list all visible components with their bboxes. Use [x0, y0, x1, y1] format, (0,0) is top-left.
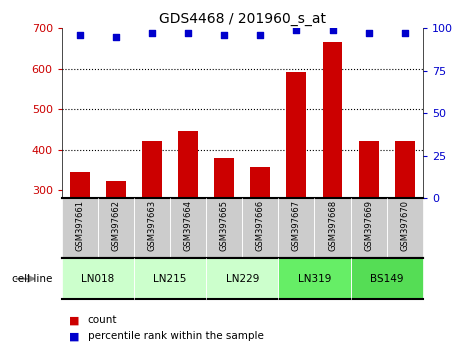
- Bar: [62, 258, 134, 299]
- Point: [112, 34, 120, 40]
- Bar: [351, 258, 423, 299]
- Point: [148, 30, 156, 36]
- Bar: [278, 198, 314, 258]
- Text: GSM397664: GSM397664: [184, 200, 192, 251]
- Text: count: count: [88, 315, 117, 325]
- Text: percentile rank within the sample: percentile rank within the sample: [88, 331, 264, 341]
- Text: GSM397667: GSM397667: [292, 200, 301, 251]
- Bar: [70, 172, 90, 198]
- Bar: [278, 258, 351, 299]
- Bar: [314, 198, 351, 258]
- Bar: [359, 141, 379, 198]
- Bar: [250, 167, 270, 198]
- Point: [401, 30, 408, 36]
- Bar: [387, 198, 423, 258]
- Text: GSM397665: GSM397665: [220, 200, 228, 251]
- Bar: [323, 42, 342, 198]
- Bar: [98, 198, 134, 258]
- Bar: [206, 258, 278, 299]
- Text: ■: ■: [69, 315, 79, 325]
- Bar: [106, 181, 126, 198]
- Bar: [351, 198, 387, 258]
- Point: [184, 30, 192, 36]
- Bar: [134, 258, 206, 299]
- Bar: [62, 198, 98, 258]
- Point: [76, 32, 84, 38]
- Title: GDS4468 / 201960_s_at: GDS4468 / 201960_s_at: [159, 12, 326, 26]
- Bar: [242, 198, 278, 258]
- Point: [329, 27, 336, 33]
- Bar: [214, 158, 234, 198]
- Point: [256, 32, 264, 38]
- Text: GSM397662: GSM397662: [112, 200, 120, 251]
- Bar: [286, 72, 306, 198]
- Text: LN018: LN018: [81, 274, 114, 284]
- Text: ■: ■: [69, 331, 79, 341]
- Point: [220, 32, 228, 38]
- Text: GSM397668: GSM397668: [328, 200, 337, 251]
- Text: LN319: LN319: [298, 274, 331, 284]
- Text: GSM397666: GSM397666: [256, 200, 265, 251]
- Bar: [178, 131, 198, 198]
- Bar: [134, 198, 170, 258]
- Text: GSM397670: GSM397670: [400, 200, 409, 251]
- Bar: [142, 141, 162, 198]
- Text: LN215: LN215: [153, 274, 187, 284]
- Text: LN229: LN229: [226, 274, 259, 284]
- Point: [365, 30, 372, 36]
- Bar: [395, 141, 415, 198]
- Bar: [170, 198, 206, 258]
- Text: GSM397663: GSM397663: [148, 200, 156, 251]
- Text: cell line: cell line: [12, 274, 52, 284]
- Text: GSM397669: GSM397669: [364, 200, 373, 251]
- Bar: [206, 198, 242, 258]
- Point: [293, 27, 300, 33]
- Text: BS149: BS149: [370, 274, 403, 284]
- Text: GSM397661: GSM397661: [76, 200, 84, 251]
